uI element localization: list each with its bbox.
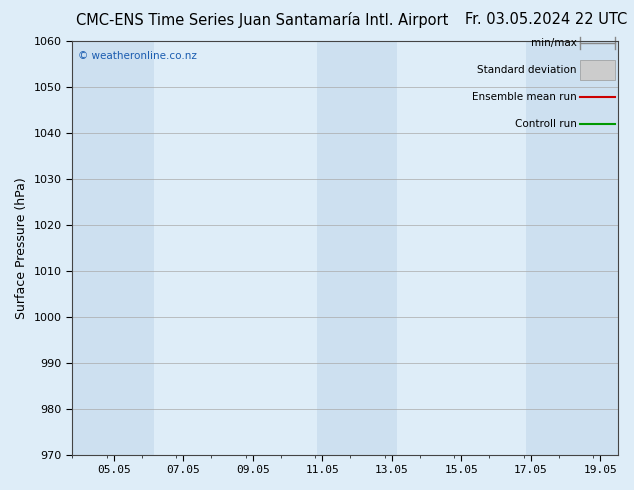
Text: CMC-ENS Time Series Juan Santamaría Intl. Airport: CMC-ENS Time Series Juan Santamaría Intl… xyxy=(76,12,448,28)
Bar xyxy=(72,41,154,455)
Text: Controll run: Controll run xyxy=(515,119,577,129)
Bar xyxy=(579,60,615,80)
Text: © weatheronline.co.nz: © weatheronline.co.nz xyxy=(77,51,197,61)
Y-axis label: Surface Pressure (hPa): Surface Pressure (hPa) xyxy=(15,177,28,318)
Text: Standard deviation: Standard deviation xyxy=(477,65,577,75)
Bar xyxy=(317,41,397,455)
Bar xyxy=(526,41,618,455)
Text: min/max: min/max xyxy=(531,38,577,48)
Text: Ensemble mean run: Ensemble mean run xyxy=(472,92,577,102)
Text: Fr. 03.05.2024 22 UTC: Fr. 03.05.2024 22 UTC xyxy=(465,12,628,27)
